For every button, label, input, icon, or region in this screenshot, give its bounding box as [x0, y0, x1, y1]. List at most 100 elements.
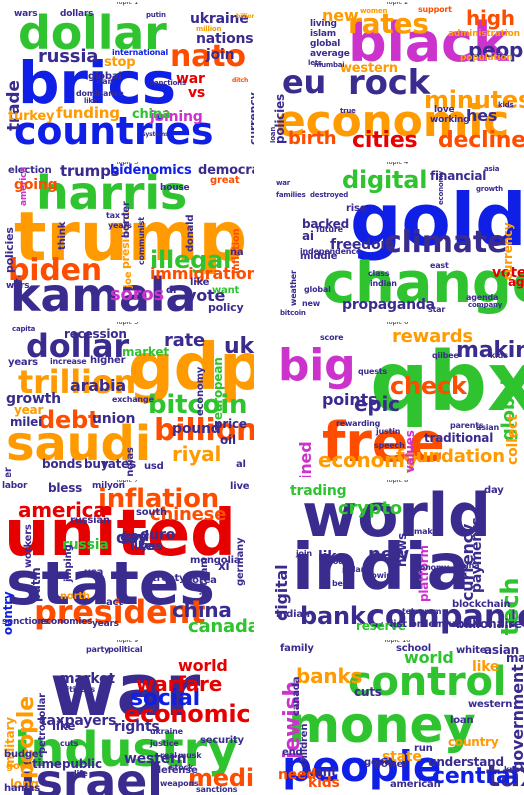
wordcloud-word: loan — [270, 126, 277, 143]
wordcloud-word: china — [172, 598, 232, 622]
wordcloud-word: control — [348, 659, 507, 705]
wordcloud-word: ditch — [232, 77, 249, 84]
wordcloud-word: sanctions — [150, 79, 186, 87]
wordcloud-panel-7: Topic 7 united states president inflation ame… — [0, 480, 254, 635]
wordcloud-word: european — [211, 356, 225, 420]
wordcloud-word: day — [484, 485, 504, 496]
wordcloud-word: kamala — [10, 268, 197, 317]
wordcloud-word: bank — [300, 602, 366, 630]
wordcloud-word: korea — [186, 575, 217, 586]
wordcloud-word: payments — [469, 517, 485, 594]
wordcloud-word: children — [299, 723, 310, 768]
wordcloud-word: buy — [84, 457, 109, 471]
wordcloud-panel-2: Topic 2 black economic rock eu rates cities dec… — [270, 2, 524, 157]
wordcloud-word: brics — [18, 49, 176, 117]
wordcloud-word: bitcoin — [148, 390, 248, 420]
wordcloud-word: decline — [438, 128, 524, 153]
wordcloud-word: going — [14, 177, 58, 193]
wordcloud-word: asia — [484, 165, 500, 173]
wordcloud-word: billionaire — [456, 617, 522, 631]
wordcloud-word: putin — [29, 567, 43, 602]
wordcloud-word: rewarding — [336, 419, 381, 428]
wordcloud-word: jinping — [63, 544, 74, 582]
wordcloud-word: media — [188, 764, 254, 792]
wordcloud-word: traditional — [424, 431, 494, 445]
wordcloud-word: india — [292, 531, 470, 605]
wordcloud-word: germany — [235, 537, 246, 586]
wordcloud-word: hes — [466, 106, 498, 125]
wordcloud-word: rates — [348, 7, 429, 40]
wordcloud-word: black — [348, 11, 509, 74]
wordcloud-word: indian — [276, 609, 310, 620]
wordcloud-word: rates — [102, 457, 137, 471]
wordcloud-word: multi — [438, 619, 467, 630]
wordcloud-word: vote — [492, 265, 524, 281]
wordcloud-word: free — [322, 411, 445, 474]
wordcloud-word: state — [382, 749, 422, 765]
wordcloud-word: agenda — [466, 293, 499, 302]
wordcloud-word: kids — [490, 351, 508, 360]
wordcloud-word: western — [468, 699, 513, 710]
wordcloud-word: want — [212, 285, 240, 296]
wordcloud-word: western — [124, 751, 187, 767]
wordcloud-word: uk — [224, 334, 254, 359]
wordcloud-word: recession — [64, 327, 127, 341]
wordcloud-word: immigration — [150, 264, 254, 283]
wordcloud-word: nations — [196, 31, 254, 47]
wordcloud-word: russian — [70, 515, 110, 526]
wordcloud-word: musk — [178, 751, 202, 760]
wordcloud-word: new — [322, 6, 359, 25]
wordcloud-word: workers — [23, 524, 34, 568]
wordcloud-word: systems — [142, 131, 169, 138]
wordcloud-word: north — [60, 591, 90, 602]
wordcloud-word: list — [390, 619, 407, 630]
wordcloud-word: years — [108, 221, 132, 230]
wordcloud-word: market — [122, 345, 169, 359]
wordcloud-word: america — [18, 498, 107, 522]
wordcloud-word: parents — [450, 421, 484, 430]
wordcloud-word: trump — [14, 198, 247, 277]
wordcloud-word: end — [282, 747, 303, 758]
wordcloud-word: propaganda — [342, 297, 435, 313]
wordcloud-word: time — [32, 757, 62, 771]
wordcloud-word: di — [166, 285, 177, 296]
wordcloud-word: like — [472, 659, 500, 675]
wordcloud-word: like — [190, 277, 210, 288]
wordcloud-word: people — [468, 38, 524, 62]
wordcloud-word: party — [86, 645, 110, 654]
wordcloud-word: vs — [188, 85, 206, 101]
wordcloud-word: increase — [50, 357, 87, 366]
wordcloud-word: american — [390, 779, 441, 790]
wordcloud-word: growth — [6, 391, 61, 407]
wordcloud-word: middle — [300, 251, 338, 262]
wordcloud-word: qiibee — [432, 351, 459, 360]
wordcloud-word: economy — [437, 171, 445, 206]
wordcloud-word: javier — [3, 467, 14, 477]
wordcloud-word: warfare — [136, 672, 223, 696]
wordcloud-word: act — [106, 597, 123, 608]
wordcloud-word: islam — [310, 29, 336, 39]
wordcloud-word: points — [322, 390, 378, 409]
wordcloud-word: school — [396, 643, 431, 654]
wordcloud-word: rights — [114, 719, 160, 735]
wordcloud-word: policies — [3, 227, 16, 273]
wordcloud-word: harris — [36, 166, 188, 220]
wordcloud-word: want — [304, 765, 337, 779]
panel-title: Topic 3 — [115, 162, 139, 166]
wordcloud-word: rewards — [392, 326, 473, 347]
wordcloud-word: collect — [505, 414, 521, 465]
wordcloud-word: gdp — [128, 331, 254, 405]
wordcloud-word: na — [230, 247, 244, 258]
wordcloud-word: big — [278, 340, 356, 391]
wordcloud-word: china — [132, 107, 171, 122]
wordcloud-word: currency — [501, 222, 515, 280]
wordcloud-word: families — [276, 191, 306, 199]
wordcloud-word: dollar — [26, 327, 130, 365]
wordcloud-word: living — [310, 19, 337, 29]
wordcloud-word: independence — [300, 247, 362, 256]
wordcloud-word: companies — [366, 597, 524, 635]
wordcloud-word: power — [374, 759, 408, 770]
wordcloud-word: ukraine — [150, 727, 183, 736]
wordcloud-word: euro — [140, 527, 176, 543]
